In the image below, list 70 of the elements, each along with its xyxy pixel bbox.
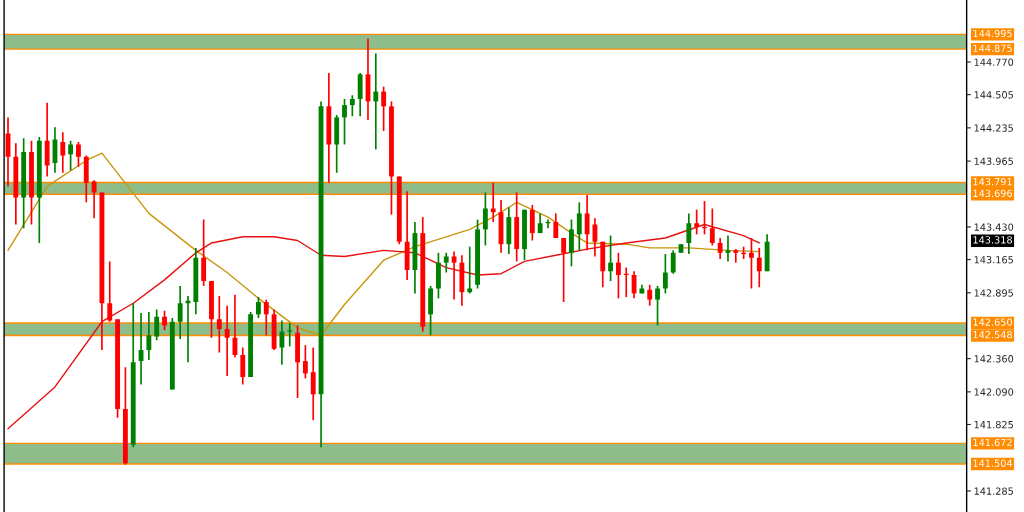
- ref-line-label: 142.650: [973, 318, 1012, 326]
- candlestick: [263, 298, 269, 337]
- y-tick-label: 142.090: [974, 388, 1014, 396]
- candlestick: [443, 251, 449, 274]
- ref-line-label: 141.672: [973, 438, 1012, 447]
- y-tick-label: 142.895: [974, 289, 1013, 297]
- y-tick-label: 144.505: [974, 91, 1013, 99]
- candlestick: [349, 94, 355, 118]
- candlestick: [146, 311, 152, 361]
- candlestick: [561, 237, 567, 303]
- candlestick: [177, 285, 183, 340]
- candlestick: [91, 179, 97, 220]
- line-series: [7, 152, 760, 336]
- candlestick: [107, 260, 113, 323]
- candlestick: [224, 304, 230, 377]
- ref-line-label: 144.995: [973, 29, 1012, 38]
- candlestick: [655, 285, 660, 327]
- candlestick: [647, 283, 653, 307]
- candlestick: [342, 98, 347, 146]
- candlestick: [694, 208, 700, 236]
- candlestick: [686, 212, 692, 255]
- candlestick: [529, 203, 535, 242]
- y-tick-label: 141.285: [974, 487, 1013, 495]
- candlestick: [615, 251, 621, 300]
- candlestick: [670, 249, 676, 275]
- candlestick: [490, 181, 496, 223]
- candlestick: [216, 295, 222, 354]
- ref-line-label: 143.696: [973, 189, 1013, 198]
- candlestick: [201, 218, 207, 287]
- y-tick-label: 143.965: [974, 157, 1013, 165]
- line-series: [7, 223, 760, 430]
- text: 143.318: [973, 236, 1012, 244]
- candlestick: [162, 309, 167, 332]
- candlestick: [584, 194, 590, 252]
- y-tick-label: 144.235: [974, 124, 1013, 132]
- ref-line-label: 144.875: [973, 44, 1012, 52]
- candlestick: [749, 237, 754, 290]
- candlestick: [553, 212, 559, 239]
- candlestick: [240, 346, 246, 386]
- y-tick-label: 141.825: [974, 420, 1013, 429]
- candlestick: [662, 253, 668, 295]
- candlestick: [279, 319, 285, 366]
- candlestick: [576, 201, 582, 252]
- candlestick: [373, 52, 379, 151]
- candlestick: [76, 141, 81, 168]
- candlestick: [256, 296, 261, 319]
- candlestick: [381, 85, 387, 132]
- candlestick: [569, 218, 574, 268]
- candlestick: [467, 245, 473, 295]
- candlestick: [608, 234, 614, 282]
- candlestick: [451, 250, 457, 301]
- candlestick: [302, 344, 308, 380]
- candlestick: [68, 139, 74, 172]
- candlestick: [60, 131, 66, 174]
- candlestick: [756, 247, 762, 289]
- candlestick: [482, 191, 488, 247]
- ref-line-label: 142.548: [973, 330, 1012, 339]
- y-tick-label: 144.770: [974, 58, 1014, 66]
- candlestick: [310, 346, 316, 422]
- candlestick: [154, 308, 160, 342]
- y-tick-label: 143.430: [974, 223, 1014, 231]
- ref-line-label: 141.504: [973, 459, 1013, 467]
- candlestick: [725, 234, 731, 263]
- candlestick: [287, 322, 293, 348]
- candlestick: [717, 237, 723, 260]
- candlestick: [733, 248, 739, 264]
- y-tick-label: 143.165: [974, 256, 1013, 264]
- ref-line-label: 143.791: [973, 177, 1012, 186]
- y-tick-label: 142.360: [974, 355, 1014, 363]
- candlestick: [709, 207, 715, 247]
